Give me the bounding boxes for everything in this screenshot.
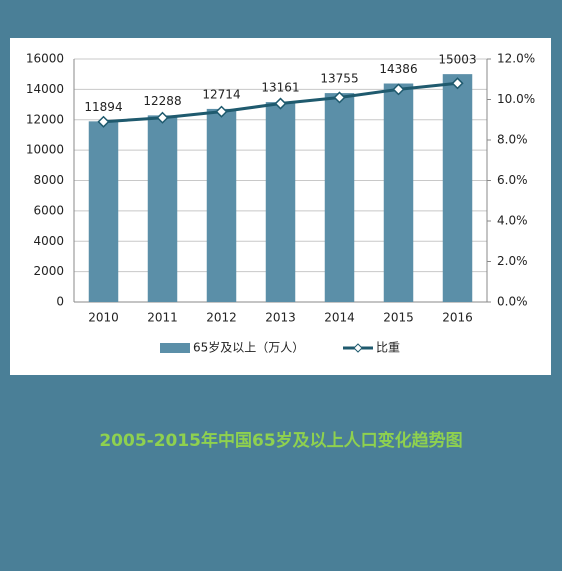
x-tick-label: 2010	[88, 311, 119, 325]
x-tick-label: 2014	[324, 311, 355, 325]
marker	[156, 111, 169, 124]
bar	[206, 108, 237, 302]
y2-tick-label: 0.0%	[497, 295, 528, 309]
y2-tick-label: 10.0%	[497, 92, 535, 106]
bar	[324, 93, 355, 302]
data-label: 14386	[379, 62, 417, 76]
x-tick-label: 2011	[147, 311, 178, 325]
y-tick-label: 2000	[33, 264, 64, 278]
y2-tick-label: 8.0%	[497, 133, 528, 147]
y2-tick-label: 4.0%	[497, 214, 528, 228]
marker	[97, 115, 110, 128]
x-tick-label: 2012	[206, 311, 237, 325]
marker	[451, 77, 464, 90]
bar	[88, 121, 119, 302]
legend-label: 65岁及以上（万人）	[193, 340, 304, 355]
y-tick-label: 0	[56, 295, 64, 309]
legend-swatch	[160, 343, 190, 353]
y2-tick-label: 2.0%	[497, 254, 528, 268]
y-tick-label: 12000	[26, 112, 64, 126]
y-tick-label: 16000	[26, 52, 64, 66]
marker	[333, 91, 346, 104]
y-tick-label: 10000	[26, 143, 64, 157]
data-label: 13161	[261, 81, 299, 95]
marker	[392, 83, 405, 96]
caption: 2005-2015年中国65岁及以上人口变化趋势图	[99, 430, 462, 451]
y2-tick-label: 12.0%	[497, 52, 535, 66]
bar	[265, 102, 296, 302]
y-tick-label: 8000	[33, 173, 64, 187]
bar	[383, 83, 414, 302]
data-label: 13755	[320, 72, 358, 86]
x-tick-label: 2015	[383, 311, 414, 325]
x-tick-label: 2016	[442, 311, 473, 325]
legend-label: 比重	[376, 341, 400, 355]
marker	[215, 105, 228, 118]
legend-marker	[353, 343, 363, 353]
bar	[147, 115, 178, 302]
bar	[442, 74, 473, 302]
data-label: 12714	[202, 87, 240, 101]
data-label: 11894	[84, 100, 122, 114]
y-tick-label: 4000	[33, 234, 64, 248]
marker	[274, 97, 287, 110]
y-tick-label: 14000	[26, 82, 64, 96]
x-tick-label: 2013	[265, 311, 296, 325]
data-label: 15003	[438, 53, 476, 67]
data-label: 12288	[143, 94, 181, 108]
y2-tick-label: 6.0%	[497, 173, 528, 187]
y-tick-label: 6000	[33, 203, 64, 217]
